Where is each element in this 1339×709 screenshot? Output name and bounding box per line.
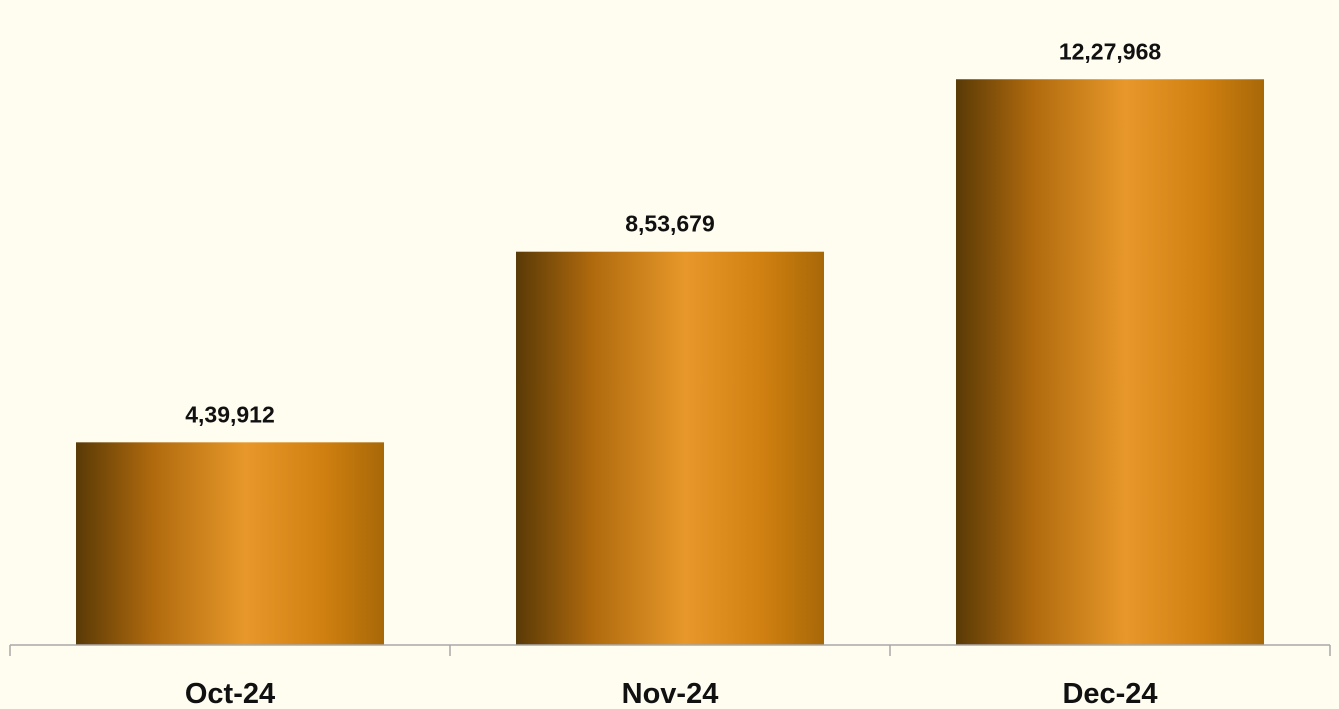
x-tick-label-oct-24: Oct-24 bbox=[185, 678, 275, 709]
x-tick-label-group: Oct-24 Nov-24 Dec-24 bbox=[185, 678, 1158, 709]
data-label-nov-24: 8,53,679 bbox=[625, 211, 715, 237]
data-label-group: 4,39,912 8,53,679 12,27,968 bbox=[185, 38, 1161, 427]
bar-dec-24 bbox=[956, 79, 1264, 646]
x-tick-label-dec-24: Dec-24 bbox=[1062, 678, 1157, 709]
x-tick-label-nov-24: Nov-24 bbox=[622, 678, 719, 709]
bar-nov-24 bbox=[516, 251, 824, 646]
bar-group bbox=[76, 79, 1264, 646]
data-label-oct-24: 4,39,912 bbox=[185, 401, 275, 427]
x-axis bbox=[9, 644, 1331, 656]
data-label-dec-24: 12,27,968 bbox=[1059, 38, 1162, 64]
bar-oct-24 bbox=[76, 442, 384, 645]
